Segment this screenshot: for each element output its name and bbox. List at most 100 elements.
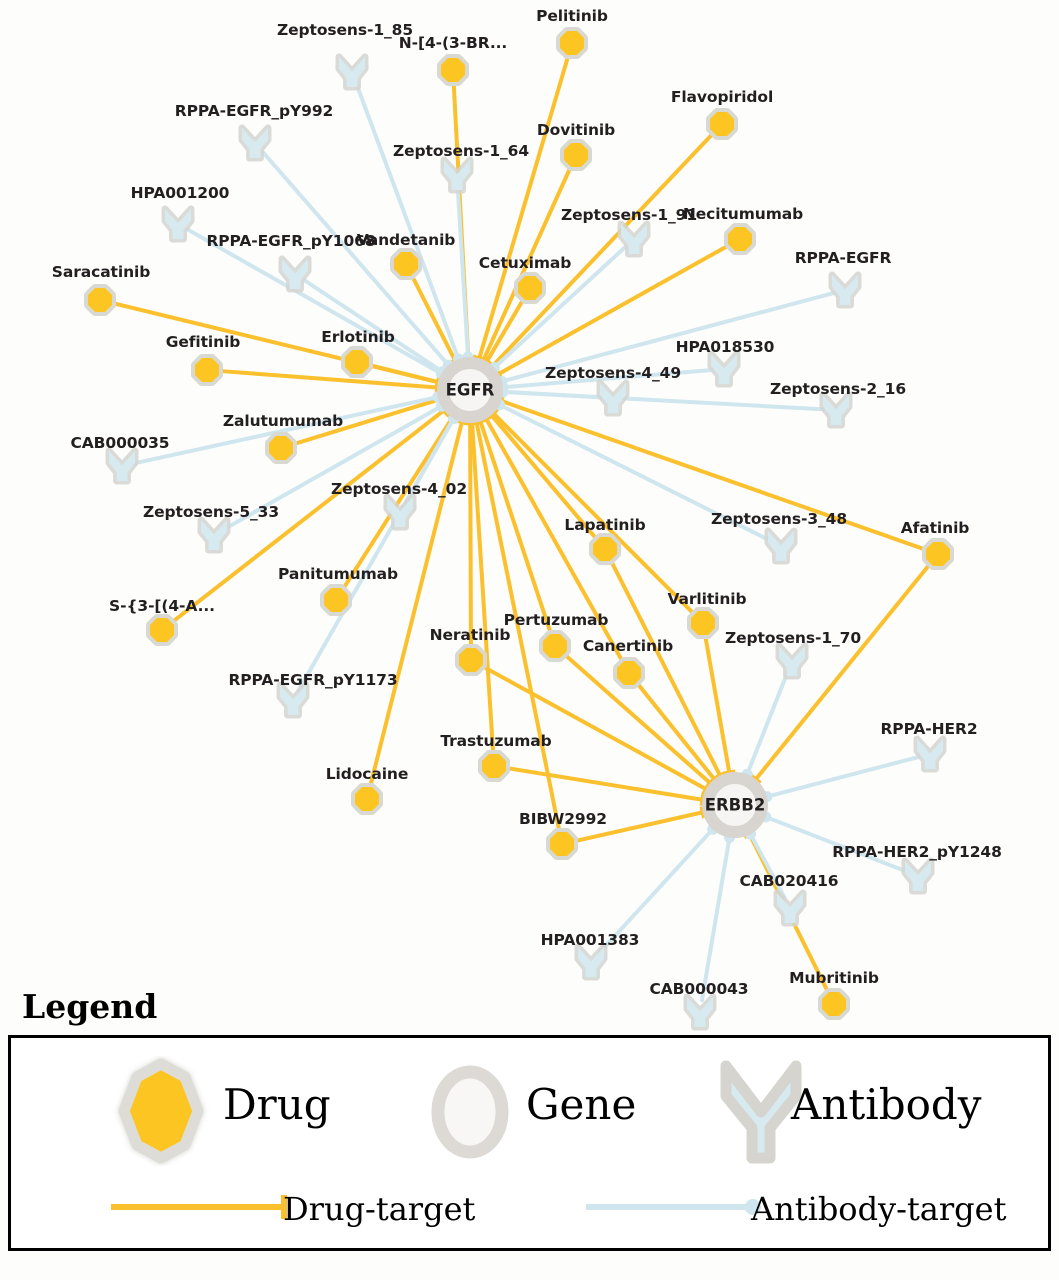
drug-node-fill — [690, 610, 716, 636]
drug-node-label: Trastuzumab — [440, 732, 552, 750]
legend-antibody-target-label: Antibody-target — [751, 1190, 1007, 1228]
antibody-node-fill — [201, 520, 227, 550]
legend: Legend Drug Gene Antibody Drug-target — [0, 990, 1059, 1251]
antibody-target-edge — [499, 291, 836, 384]
drug-node-label: Vandetanib — [356, 231, 456, 249]
drug-target-edge-cap — [470, 419, 483, 426]
antibody-node-label: Zeptosens-3_48 — [710, 510, 848, 528]
drug-target-edge — [485, 299, 525, 363]
antibody-target-edge — [222, 404, 444, 532]
antibody-node-fill — [339, 57, 365, 87]
antibody-target-edge — [500, 389, 827, 412]
antibody-target-edge — [764, 755, 921, 799]
drug-node-label: Afatinib — [900, 519, 970, 537]
drug-node-fill — [616, 660, 642, 686]
drug-node-fill — [709, 111, 735, 137]
drug-target-edge — [500, 399, 926, 552]
antibody-node-label: Zeptosens-1_91 — [560, 206, 698, 224]
drug-node-label: Varlitinib — [667, 590, 747, 608]
drug-target-edge — [171, 408, 446, 623]
antibody-node-fill — [387, 497, 413, 527]
drug-node-fill — [393, 251, 419, 277]
drug-target-edge — [491, 411, 695, 615]
legend-gene-label: Gene — [526, 1080, 637, 1129]
gene-node[interactable] — [702, 772, 768, 838]
drug-node-fill — [727, 226, 753, 252]
antibody-target-edge — [296, 416, 456, 692]
legend-antibody-target-edge-icon — [586, 1199, 761, 1215]
antibody-node-fill — [917, 739, 943, 769]
drug-target-edge — [481, 166, 573, 361]
gene-node[interactable] — [437, 357, 503, 423]
edge-layer — [113, 55, 931, 1003]
drug-target-edge — [489, 413, 598, 540]
drug-node-label: Gefitinib — [165, 333, 241, 351]
antibody-target-edge — [497, 402, 773, 543]
drug-node-fill — [440, 57, 466, 83]
legend-drug-icon — [118, 1058, 204, 1164]
drug-node-fill — [559, 30, 585, 56]
drug-target-edge-cap — [723, 769, 736, 776]
antibody-target-edge — [303, 278, 445, 374]
drug-node-label: Panitumumab — [278, 565, 398, 583]
antibody-node-fill — [687, 997, 713, 1027]
gene-node-label: ERBB2 — [704, 795, 766, 815]
drug-target-edge — [497, 244, 729, 376]
drug-node-label: Neratinib — [429, 626, 511, 644]
antibody-target-edge — [131, 395, 440, 466]
drug-target-edge — [220, 369, 438, 390]
drug-target-edge — [468, 422, 473, 647]
antibody-target-edge — [492, 245, 628, 370]
drug-node-label: Lidocaine — [325, 765, 409, 783]
drug-node-label: N-[4-(3-BR... — [398, 34, 508, 52]
antibody-node-label: CAB000043 — [649, 980, 749, 998]
drug-node-label: Pelitinib — [536, 7, 608, 25]
drug-target-edge — [482, 664, 708, 791]
antibody-node-fill — [578, 947, 604, 977]
drug-target-edge — [491, 132, 714, 368]
antibody-target-edge — [354, 81, 461, 362]
antibody-node-label: CAB020416 — [739, 872, 839, 890]
antibody-target-edge — [700, 835, 732, 1003]
antibody-node-label: Zeptosens-5_33 — [142, 503, 280, 521]
drug-node-fill — [268, 435, 294, 461]
antibody-node-label: RPPA-EGFR — [794, 249, 892, 267]
node-layer — [83, 26, 955, 1031]
drug-node-fill — [323, 587, 349, 613]
drug-target-edge-cap — [708, 773, 721, 785]
drug-node-fill — [481, 753, 507, 779]
drug-target-edge — [636, 682, 716, 781]
drug-target-edge — [410, 275, 457, 362]
drug-node-label: Dovitinib — [536, 121, 616, 139]
antibody-target-edge — [260, 150, 451, 368]
legend-antibody-label: Antibody — [791, 1080, 982, 1129]
drug-node-fill — [925, 541, 951, 567]
antibody-node-fill — [242, 128, 268, 158]
antibody-target-edge — [186, 227, 444, 376]
drug-node-label: Cetuximab — [478, 254, 572, 272]
antibody-node-fill — [109, 451, 135, 481]
antibody-target-edge — [748, 832, 787, 900]
antibody-node-fill — [905, 861, 931, 891]
gene-node-label: EGFR — [445, 380, 495, 400]
antibody-node-fill — [600, 383, 626, 413]
antibody-node-fill — [777, 893, 803, 923]
drug-node-fill — [549, 831, 575, 857]
drug-node-label: Mubritinib — [789, 969, 879, 987]
drug-target-edge — [370, 363, 439, 385]
antibody-node-label: HPA001383 — [540, 931, 640, 949]
antibody-node-fill — [711, 354, 737, 384]
antibody-node-label: RPPA-EGFR_pY1068 — [206, 232, 376, 250]
drug-target-edge — [293, 397, 440, 446]
drug-target-edge — [507, 766, 703, 802]
antibody-target-edge — [763, 814, 909, 874]
drug-node-label: Pertuzumab — [503, 611, 609, 629]
drug-node-fill — [149, 617, 175, 643]
antibody-node-label: Zeptosens-4_49 — [544, 364, 682, 382]
drug-target-edge — [474, 421, 562, 831]
antibody-node-label: Zeptosens-1_85 — [276, 21, 414, 39]
drug-node-fill — [194, 357, 220, 383]
antibody-node-label: HPA001200 — [130, 184, 230, 202]
antibody-node-fill — [832, 275, 858, 305]
